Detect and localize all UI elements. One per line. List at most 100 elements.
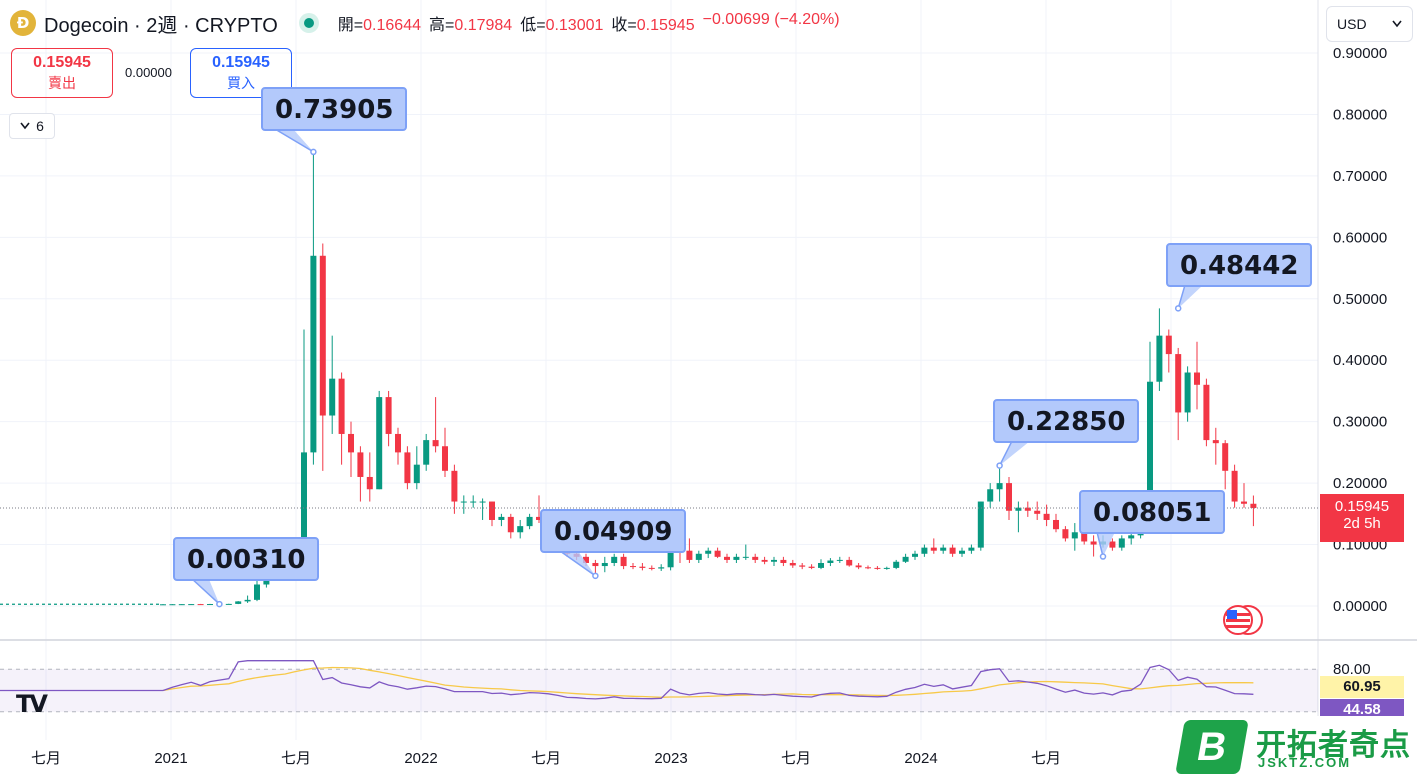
buy-label: 買入 <box>227 75 255 91</box>
candle-body <box>460 501 467 503</box>
sell-price: 0.15945 <box>33 54 91 71</box>
y-tick-label: 0.50000 <box>1333 291 1387 308</box>
candle-body <box>771 559 777 562</box>
rsi-ma-value-tag: 60.95 <box>1320 676 1404 698</box>
candle-body <box>987 489 994 502</box>
rsi-ma-line <box>162 666 1254 698</box>
candle-body <box>1062 529 1069 539</box>
candle-body <box>1024 507 1031 511</box>
close-value: 0.15945 <box>636 17 695 34</box>
candle-body <box>714 550 721 557</box>
annotation-callout[interactable]: 0.22850 <box>993 399 1140 443</box>
annotation-anchor <box>996 462 1003 469</box>
market-status-dot[interactable] <box>303 18 314 28</box>
candle-body <box>611 556 618 563</box>
annotation-callout[interactable]: 0.04909 <box>540 509 687 553</box>
jsktz-logo-icon: B <box>1175 720 1249 774</box>
annotation-callout[interactable]: 0.48442 <box>1166 243 1313 287</box>
rsi-value-tag: 44.58 <box>1320 699 1404 721</box>
x-tick-label: 七月 <box>781 750 811 767</box>
candle-body <box>526 516 533 527</box>
candle-body <box>1090 541 1097 545</box>
candle-body <box>658 567 665 569</box>
sell-button[interactable]: 0.15945 賣出 <box>11 48 113 98</box>
candle-body <box>893 561 900 568</box>
spread-value: 0.00000 <box>125 65 172 80</box>
watermark-url: JSKTZ.COM <box>1258 755 1352 770</box>
doge-coin-icon: Ð <box>10 10 36 36</box>
candle-body <box>404 452 411 484</box>
x-tick-label: 2022 <box>404 750 437 767</box>
candle-body <box>1006 483 1012 511</box>
tradingview-logo[interactable]: TV <box>16 690 48 718</box>
candle-body <box>902 556 909 562</box>
candle-body <box>1212 440 1219 444</box>
candle-body <box>1053 519 1059 530</box>
buy-button[interactable]: 0.15945 買入 <box>190 48 292 98</box>
candle-body <box>592 562 599 567</box>
candle-body <box>207 604 213 606</box>
candle-body <box>1118 538 1125 548</box>
annotation-pointer <box>557 550 596 577</box>
annotation-callout[interactable]: 0.08051 <box>1079 490 1226 534</box>
candle-body <box>761 559 768 562</box>
candle-body <box>949 547 956 554</box>
annotation-callout[interactable]: 0.00310 <box>173 537 320 581</box>
x-tick-label: 七月 <box>1031 750 1061 767</box>
currency-selector[interactable]: USD <box>1326 6 1413 42</box>
candle-body <box>1194 372 1200 385</box>
annotation-pointer <box>1177 284 1203 309</box>
watermark-name: 开拓者奇点 <box>1256 729 1411 762</box>
candle-body <box>442 446 448 471</box>
candle-body <box>846 559 853 566</box>
candle-body <box>883 567 890 569</box>
indicator-count: 6 <box>36 118 44 134</box>
candle-body <box>874 567 881 569</box>
candle-body <box>1241 501 1247 504</box>
candle-body <box>1184 372 1191 413</box>
candle-body <box>423 440 430 465</box>
candle-body <box>1175 354 1182 413</box>
y-tick-label: 0.20000 <box>1333 475 1387 492</box>
candle-body <box>310 255 317 453</box>
candle-body <box>930 547 937 551</box>
x-tick-label: 七月 <box>31 750 61 767</box>
candle-body <box>827 560 834 563</box>
high-label: 高= <box>429 17 455 34</box>
candle-body <box>1015 507 1022 511</box>
candle-body <box>695 553 702 560</box>
candle-body <box>517 526 524 533</box>
indicators-toggle-button[interactable]: 6 <box>9 113 55 139</box>
candle-body <box>1203 384 1210 441</box>
close-label: 收= <box>611 17 637 34</box>
candle-body <box>178 604 185 606</box>
candle-body <box>338 378 345 434</box>
candle-body <box>1147 381 1153 517</box>
x-tick-label: 2021 <box>154 750 187 767</box>
symbol-title[interactable]: Dogecoin · 2週 · CRYPTO <box>44 14 278 37</box>
candle-body <box>254 584 260 600</box>
currency-value: USD <box>1337 16 1367 32</box>
candle-body <box>169 604 176 606</box>
annotation-callout[interactable]: 0.73905 <box>261 87 408 131</box>
site-watermark: B 开拓者奇点 JSKTZ.COM <box>1166 716 1417 776</box>
candle-body <box>865 567 871 569</box>
candle-body <box>413 464 420 484</box>
annotation-pointer <box>998 440 1030 466</box>
candle-body <box>686 550 693 560</box>
annotation-anchor <box>1099 553 1107 560</box>
us-flag-currency-icon[interactable] <box>1222 604 1264 636</box>
candle-body <box>319 255 326 416</box>
chevron-down-icon <box>20 122 30 130</box>
candle-body <box>1250 503 1257 508</box>
candle-body <box>451 470 458 502</box>
x-tick-label: 2024 <box>904 750 937 767</box>
candle-body <box>376 397 383 490</box>
candle-body <box>1043 513 1050 520</box>
candle-body <box>808 566 815 568</box>
rsi-line <box>162 660 1254 700</box>
candle-body <box>479 501 486 503</box>
candle-body <box>235 601 242 604</box>
y-tick-label: 0.00000 <box>1333 598 1387 615</box>
